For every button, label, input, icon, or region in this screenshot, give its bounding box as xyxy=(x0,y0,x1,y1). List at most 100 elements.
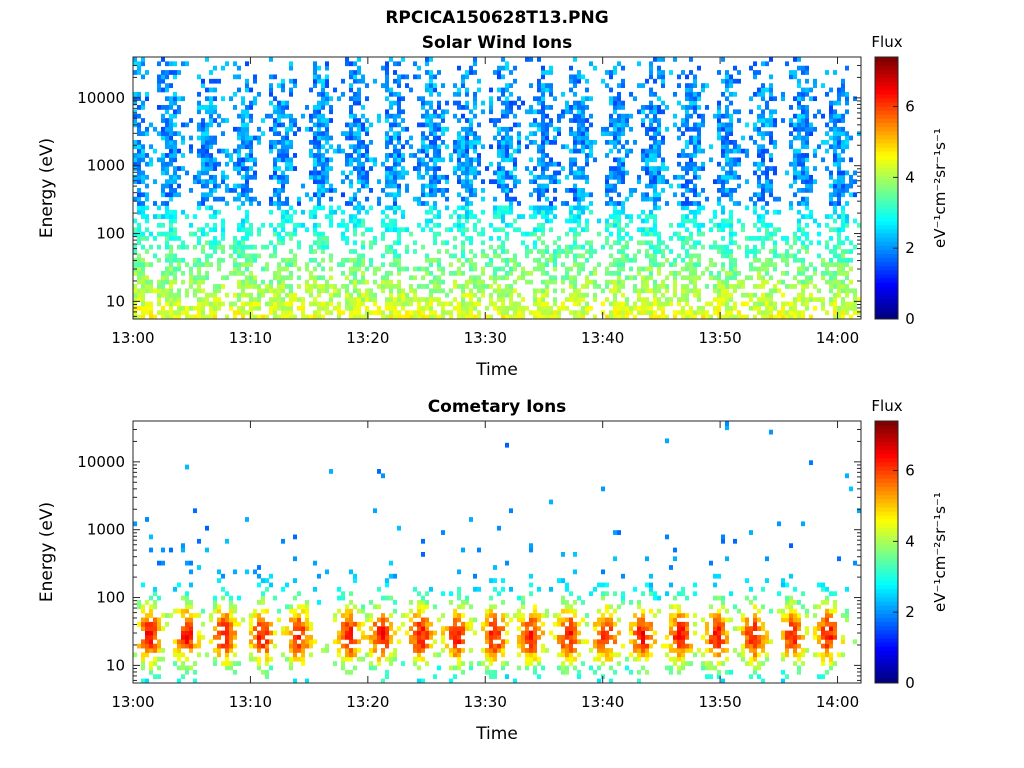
heatmap-cell xyxy=(245,310,249,316)
x-tick-label: 13:20 xyxy=(346,329,389,347)
heatmap-cell xyxy=(505,105,509,110)
heatmap-cell xyxy=(249,314,253,320)
heatmap-cell xyxy=(825,222,829,228)
heatmap-cell xyxy=(349,297,353,302)
heatmap-cell xyxy=(165,292,169,298)
heatmap-cell xyxy=(581,74,585,80)
heatmap-cell xyxy=(537,109,541,115)
heatmap-cell xyxy=(417,96,421,102)
heatmap-cell xyxy=(205,139,209,145)
heatmap-cell xyxy=(729,78,733,84)
heatmap-cell xyxy=(769,153,773,158)
heatmap-cell xyxy=(681,131,685,136)
heatmap-cell xyxy=(373,297,377,302)
heatmap-cell xyxy=(845,275,849,281)
heatmap-cell xyxy=(201,249,205,254)
heatmap-cell xyxy=(437,301,441,307)
heatmap-cell xyxy=(357,131,361,136)
heatmap-cell xyxy=(749,305,753,311)
heatmap-cell xyxy=(437,275,441,281)
heatmap-cell xyxy=(797,236,801,241)
heatmap-cell xyxy=(405,83,409,88)
heatmap-cell xyxy=(233,604,237,610)
heatmap-cell xyxy=(293,122,297,128)
heatmap-cell xyxy=(837,91,841,97)
heatmap-cell xyxy=(505,109,509,115)
heatmap-cell xyxy=(137,188,141,193)
heatmap-cell xyxy=(613,205,617,211)
heatmap-cell xyxy=(313,205,317,211)
heatmap-cell xyxy=(137,201,141,206)
heatmap-cell xyxy=(285,196,289,202)
colorbar-segment xyxy=(875,249,898,254)
heatmap-cell xyxy=(381,314,385,320)
heatmap-cell xyxy=(613,262,617,267)
heatmap-cell xyxy=(589,144,593,150)
heatmap-cell xyxy=(373,270,377,276)
heatmap-cell xyxy=(429,297,433,302)
heatmap-cell xyxy=(785,253,789,259)
heatmap-cell xyxy=(133,109,137,115)
heatmap-cell xyxy=(237,170,241,176)
heatmap-cell xyxy=(573,244,577,250)
colorbar-segment xyxy=(875,278,898,283)
heatmap-cell xyxy=(761,91,765,97)
heatmap-cell xyxy=(733,144,737,150)
heatmap-cell xyxy=(513,310,517,316)
heatmap-cell xyxy=(589,305,593,311)
heatmap-cell xyxy=(173,314,177,320)
heatmap-cell xyxy=(465,209,469,215)
heatmap-cell xyxy=(653,279,657,285)
heatmap-cell xyxy=(241,617,245,623)
heatmap-cell xyxy=(653,214,657,219)
heatmap-cell xyxy=(325,240,329,246)
heatmap-cell xyxy=(473,192,477,198)
heatmap-cell xyxy=(201,305,205,311)
heatmap-cell xyxy=(681,257,685,263)
heatmap-cell xyxy=(161,166,165,171)
heatmap-cell xyxy=(313,222,317,228)
heatmap-cell xyxy=(717,297,721,302)
heatmap-cell xyxy=(453,91,457,97)
heatmap-cell xyxy=(289,118,293,123)
heatmap-cell xyxy=(365,305,369,311)
heatmap-cell xyxy=(773,109,777,115)
heatmap-cell xyxy=(349,310,353,316)
heatmap-cell xyxy=(685,105,689,110)
heatmap-cell xyxy=(385,227,389,233)
heatmap-cell xyxy=(405,249,409,254)
heatmap-cell xyxy=(577,214,581,219)
y-tick-label: 10 xyxy=(106,292,125,310)
heatmap-cell xyxy=(505,305,509,311)
heatmap-cell xyxy=(841,314,845,320)
heatmap-cell xyxy=(713,275,717,281)
heatmap-cell xyxy=(829,144,833,150)
heatmap-cell xyxy=(629,188,633,193)
heatmap-cell xyxy=(257,292,261,298)
heatmap-cell xyxy=(609,170,613,176)
heatmap-cell xyxy=(289,218,293,224)
heatmap-cell xyxy=(641,305,645,311)
heatmap-cell xyxy=(145,183,149,189)
heatmap-cell xyxy=(817,253,821,259)
heatmap-cell xyxy=(473,135,477,141)
heatmap-cell xyxy=(361,126,365,132)
heatmap-cell xyxy=(725,249,729,254)
heatmap-cell xyxy=(329,166,333,171)
heatmap-cell xyxy=(489,262,493,267)
heatmap-cell xyxy=(617,201,621,206)
solar-wind-x-ticks: 13:00 13:10 13:20 13:30 13:40 13:50 14:00 xyxy=(111,57,859,347)
heatmap-cell xyxy=(273,314,277,320)
heatmap-cell xyxy=(201,78,205,84)
heatmap-cell xyxy=(329,96,333,102)
heatmap-cell xyxy=(609,87,613,93)
heatmap-cell xyxy=(413,249,417,254)
heatmap-cell xyxy=(621,179,625,185)
heatmap-cell xyxy=(785,61,789,67)
heatmap-cell xyxy=(725,144,729,150)
heatmap-cell xyxy=(201,231,205,237)
heatmap-cell xyxy=(349,301,353,307)
heatmap-cell xyxy=(309,118,313,123)
heatmap-cell xyxy=(765,301,769,307)
